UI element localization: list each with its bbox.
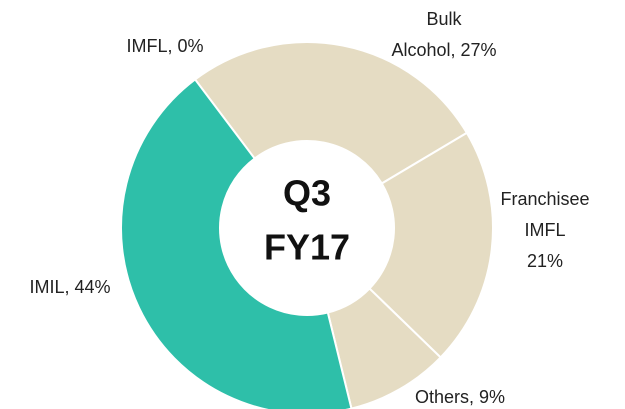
center-text: Q3 — [283, 173, 331, 214]
data-label: Franchisee — [500, 189, 589, 209]
center-text: FY17 — [264, 227, 350, 268]
data-label: IMFL, 0% — [126, 36, 203, 56]
donut-slice — [120, 78, 353, 409]
data-label: Alcohol, 27% — [391, 40, 496, 60]
data-label: Others, 9% — [415, 387, 505, 407]
donut-slice — [193, 41, 469, 185]
data-label: 21% — [527, 251, 563, 271]
data-label: IMIL, 44% — [29, 277, 110, 297]
donut-slice — [368, 131, 494, 359]
data-label: Bulk — [426, 9, 462, 29]
data-label: IMFL — [524, 220, 565, 240]
